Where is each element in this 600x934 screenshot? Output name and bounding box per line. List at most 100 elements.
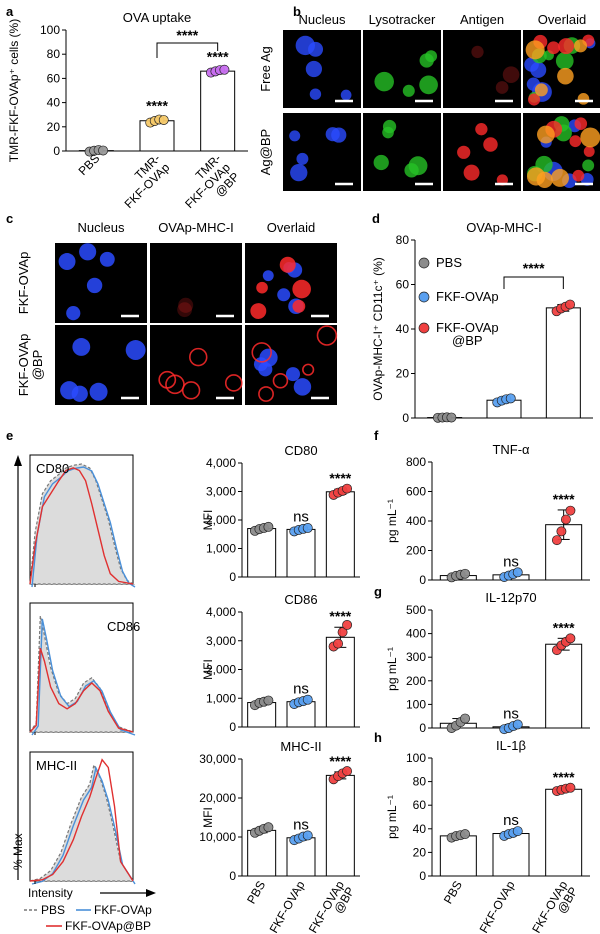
y-tick-label: 20 [413, 845, 427, 859]
cell-signal [573, 39, 588, 53]
cell-signal [262, 270, 274, 282]
panel-letter-a: a [6, 4, 14, 19]
x-arrowhead [146, 889, 156, 897]
cell-signal [558, 38, 575, 55]
x-tick-label: FKF-OVAp [477, 878, 518, 934]
cell-signal [290, 163, 308, 182]
significance-label: **** [553, 769, 575, 785]
y-tick-label: 0 [53, 144, 60, 158]
cell-signal [308, 41, 324, 57]
cell-signal [277, 288, 291, 302]
cell-signal [374, 71, 394, 92]
y-axis-label: MFI [201, 510, 215, 531]
histogram-fkf-ovap-bp [29, 467, 134, 585]
bar [325, 774, 355, 877]
y-tick-label: 30,000 [199, 752, 236, 766]
y-tick-label: 0 [229, 570, 236, 584]
bar [492, 833, 530, 877]
cell-signal [302, 363, 315, 376]
x-tick-label: FKF-OVAp [267, 878, 308, 934]
cell-signal [340, 89, 352, 101]
y-tick-label: 0 [229, 869, 236, 883]
significance-label: ns [293, 816, 309, 833]
cell-signal [471, 45, 484, 59]
cell-signal [483, 137, 498, 152]
panel-letter-c: c [6, 211, 13, 226]
y-tick-label: 60 [413, 798, 427, 812]
data-point [219, 64, 230, 75]
data-point [512, 719, 523, 730]
data-point [565, 782, 576, 793]
histogram-fkf-ovap-bp [29, 758, 134, 882]
y-tick-label: 300 [406, 650, 426, 664]
cell-signal [72, 338, 91, 356]
data-point [460, 568, 471, 579]
x-tick-label-group: TMR-FKF-OVAp@BP [182, 151, 242, 211]
data-point [302, 694, 313, 705]
panel-letter-f: f [374, 428, 379, 443]
cell-signal [224, 374, 243, 392]
cell-signal [178, 297, 194, 313]
row-label: FKF-OVAp [16, 334, 31, 397]
cell-signal [402, 84, 415, 97]
cell-signal [293, 378, 312, 396]
bar [439, 835, 477, 877]
bar [286, 528, 316, 578]
column-header: OVAp-MHC-I [158, 220, 234, 235]
chart-a: 0 20 40 60 80 100 OVA uptake TMR-FKF-OVAp⁺ cell… [7, 10, 248, 162]
cell-signal [66, 306, 81, 321]
chart-title: OVAp-MHC-I [466, 220, 542, 235]
panel-letter-b: b [293, 4, 301, 19]
y-axis-title: % Max [11, 833, 25, 870]
chart-h: 0 20 40 60 80 100 ns **** IL-1β pg mL⁻¹ [385, 738, 590, 883]
data-point [551, 535, 562, 546]
row-label: @BP [30, 350, 45, 381]
cell-signal [99, 251, 115, 267]
y-tick-label: 80 [413, 775, 427, 789]
y-tick-label: 0 [402, 411, 409, 425]
chart-title: IL-1β [496, 738, 526, 753]
data-point [446, 412, 457, 423]
y-tick-label: 100 [406, 751, 426, 765]
cell-signal [536, 171, 553, 188]
cell-signal [496, 174, 509, 186]
micrograph-panel [363, 113, 441, 191]
significance-label: **** [553, 491, 575, 507]
bar [545, 788, 583, 877]
y-tick-label: 4,000 [206, 456, 236, 470]
cell-signal [285, 367, 301, 382]
cell-signal [181, 381, 201, 400]
chart-title: CD86 [284, 592, 317, 607]
y-tick-label: 200 [406, 674, 426, 688]
column-header: Overlaid [267, 220, 315, 235]
x-tick-label: PBS [244, 879, 268, 907]
cell-signal [125, 340, 146, 360]
data-point [333, 638, 344, 649]
data-point [302, 523, 313, 533]
y-tick-label: 80 [47, 47, 61, 61]
cell-signal [551, 168, 570, 187]
y-tick-label: 20 [396, 367, 410, 381]
histogram-fkf-ovap-bp [29, 647, 134, 733]
bracket-label: **** [176, 27, 198, 43]
cell-signal [547, 41, 560, 55]
cell-signal [580, 127, 600, 148]
data-point [342, 766, 353, 777]
y-tick-label: 20 [47, 120, 61, 134]
cell-signal [557, 67, 574, 85]
legend-label: PBS [436, 255, 462, 270]
y-tick-label: 100 [406, 697, 426, 711]
y-axis-label: pg mL⁻¹ [385, 795, 399, 839]
micrograph-grid-b: Nucleus Lysotracker Antigen Overlaid Free Ag… [258, 12, 600, 191]
data-point [263, 521, 274, 532]
data-point [460, 829, 471, 840]
cell-signal [569, 135, 582, 148]
panel-letter-h: h [374, 730, 382, 745]
data-point [512, 826, 523, 837]
data-point [565, 633, 576, 644]
y-tick-label: 3,000 [206, 485, 236, 499]
data-point [263, 695, 274, 706]
data-point [505, 393, 516, 404]
y-tick-label: 20,000 [199, 791, 236, 805]
cell-signal [292, 299, 306, 313]
